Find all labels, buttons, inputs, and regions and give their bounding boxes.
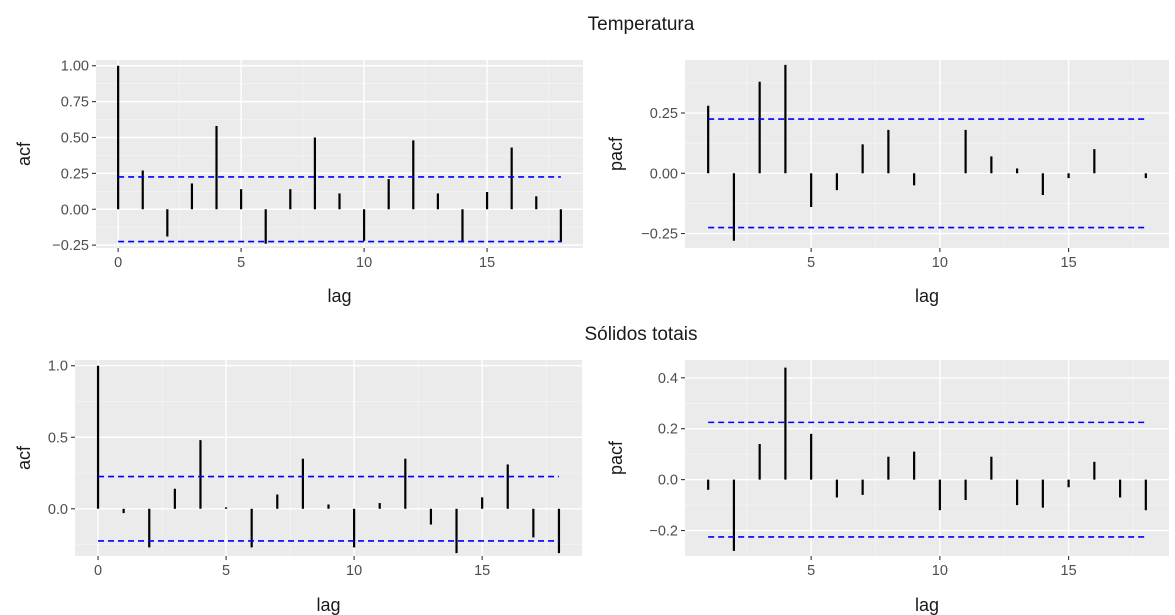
- section-title-temperatura: Temperatura: [588, 14, 695, 35]
- y-tick-label: 0.5: [48, 430, 68, 446]
- x-axis-title: lag: [316, 595, 340, 615]
- chart-panel-pacf-temperatura: 5 10 15 −0.25 0.00 0.25 lag pacf: [606, 60, 1169, 306]
- y-tick-label: 0.4: [658, 371, 678, 387]
- x-tick-label: 10: [932, 255, 948, 271]
- y-tick-label: 1.00: [61, 59, 89, 75]
- x-tick-label: 10: [932, 563, 948, 579]
- y-axis-title: acf: [14, 141, 34, 166]
- x-tick-label: 15: [1061, 255, 1077, 271]
- y-tick-label: 0.50: [61, 130, 89, 146]
- x-tick-label: 10: [356, 255, 372, 271]
- chart-panel-pacf-solidos-totais: 5 10 15 −0.2 0.0 0.2 0.4 lag pacf: [606, 360, 1169, 615]
- x-tick-label: 15: [1061, 563, 1077, 579]
- plot-background: [685, 360, 1169, 556]
- y-tick-label: 0.25: [650, 106, 678, 122]
- x-axis-title: lag: [915, 286, 939, 306]
- chart-panel-acf-solidos-totais: 0 5 10 15 0.0 0.5 1.0 lag acf: [14, 359, 582, 615]
- y-tick-label: −0.25: [641, 227, 678, 243]
- y-tick-label: 0.00: [650, 166, 678, 182]
- plot-background: [685, 60, 1169, 248]
- x-axis-title: lag: [327, 286, 351, 306]
- x-tick-label: 5: [807, 563, 815, 579]
- plot-background: [96, 60, 583, 248]
- chart-panel-acf-temperatura: 0 5 10 15 −0.25 0.00 0.25 0.50 0.75 1.00 lag acf: [14, 59, 583, 306]
- y-tick-label: 0.00: [61, 202, 89, 218]
- y-tick-label: 1.0: [48, 359, 68, 375]
- y-axis-title: acf: [14, 445, 34, 470]
- y-axis-title: pacf: [606, 440, 626, 475]
- section-title-solidos-totais: Sólidos totais: [584, 324, 697, 345]
- y-tick-label: −0.2: [649, 524, 678, 540]
- x-tick-label: 5: [222, 563, 230, 579]
- y-tick-label: 0.0: [48, 502, 68, 518]
- y-axis-title: pacf: [606, 136, 626, 171]
- y-tick-label: 0.0: [658, 473, 678, 489]
- x-tick-label: 0: [114, 255, 122, 271]
- x-tick-label: 0: [94, 563, 102, 579]
- y-tick-label: 0.75: [61, 95, 89, 111]
- x-tick-label: 5: [237, 255, 245, 271]
- plot-background: [75, 360, 582, 556]
- x-tick-label: 10: [346, 563, 362, 579]
- y-tick-label: 0.25: [61, 166, 89, 182]
- y-tick-label: 0.2: [658, 422, 678, 438]
- x-axis-title: lag: [915, 595, 939, 615]
- y-tick-label: −0.25: [52, 238, 89, 254]
- x-tick-label: 15: [479, 255, 495, 271]
- x-tick-label: 5: [807, 255, 815, 271]
- x-tick-label: 15: [474, 563, 490, 579]
